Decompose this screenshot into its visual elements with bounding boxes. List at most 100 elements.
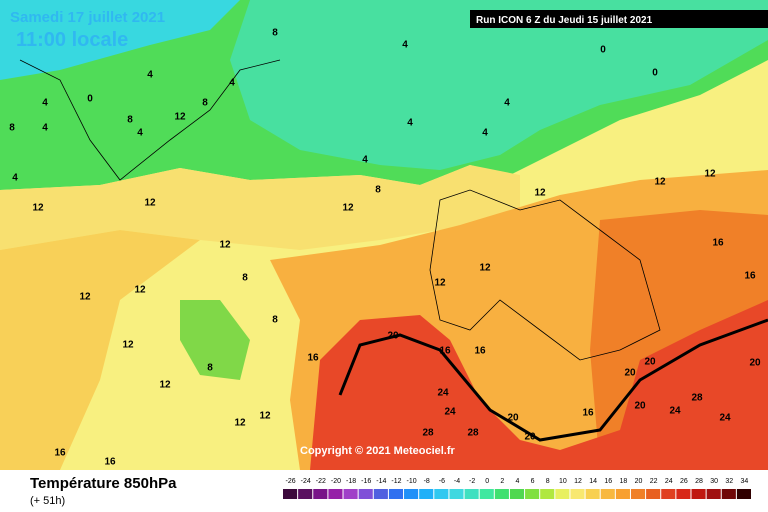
contour-label: 4 [147, 70, 153, 81]
contour-label: 24 [444, 407, 456, 418]
contour-label: 4 [407, 118, 413, 129]
contour-label: 8 [272, 315, 278, 326]
scale-label: -2 [469, 478, 475, 485]
contour-label: 8 [202, 98, 208, 109]
contour-label: 20 [644, 357, 656, 368]
contour-label: 12 [654, 177, 666, 188]
time: 11:00 locale [16, 29, 128, 51]
contour-label: 24 [719, 413, 731, 424]
scale-cell [343, 489, 358, 499]
scale-label: 2 [500, 478, 504, 485]
contour-label: 0 [652, 68, 658, 79]
scale-cell [358, 489, 373, 499]
contour-label: 12 [479, 263, 491, 274]
contour-label: 28 [467, 428, 479, 439]
scale-label: 34 [741, 478, 749, 485]
scale-cell [298, 489, 313, 499]
contour-label: 16 [712, 238, 724, 249]
scale-label: 8 [546, 478, 550, 485]
contour-label: 16 [439, 346, 451, 357]
scale-cell [555, 489, 570, 499]
scale-cell [661, 489, 676, 499]
scale-cell [525, 489, 540, 499]
contour-label: 20 [634, 401, 646, 412]
scale-label: -10 [407, 478, 417, 485]
contour-label: 16 [54, 448, 66, 459]
contour-label: 20 [749, 358, 761, 369]
contour-label: 8 [375, 185, 381, 196]
contour-label: 20 [624, 368, 636, 379]
contour-label: 8 [9, 123, 15, 134]
scale-cell [328, 489, 343, 499]
scale-cell [570, 489, 585, 499]
contour-label: 8 [127, 115, 133, 126]
run-box [470, 10, 768, 28]
contour-label: 12 [259, 411, 271, 422]
date: Samedi 17 juillet 2021 [10, 9, 165, 26]
scale-label: -16 [361, 478, 371, 485]
contour-label: 8 [272, 28, 278, 39]
scale-cell [419, 489, 434, 499]
zone-cyan [0, 0, 240, 80]
contour-label: 12 [159, 380, 171, 391]
contour-label: 4 [504, 98, 510, 109]
scale-label: -4 [454, 478, 460, 485]
scale-label: 20 [635, 478, 643, 485]
coastline [19, 59, 281, 181]
scale-cell [691, 489, 706, 499]
contour-label: 16 [582, 408, 594, 419]
contour-label: 28 [691, 393, 703, 404]
contour-label: 12 [219, 240, 231, 251]
scale-label: 30 [710, 478, 718, 485]
contour-label: 12 [79, 292, 91, 303]
scale-label: -6 [439, 478, 445, 485]
contour-label: 12 [32, 203, 44, 214]
contour-label: 20 [387, 331, 399, 342]
scale-label: 18 [620, 478, 628, 485]
contour-label: 4 [12, 173, 18, 184]
scale-cell [449, 489, 464, 499]
scale-label: 10 [559, 478, 567, 485]
scale-cell [479, 489, 494, 499]
scale-label: -24 [301, 478, 311, 485]
scale-cell [373, 489, 388, 499]
scale-cell [676, 489, 691, 499]
zone-teal [230, 0, 768, 170]
scale-cell [706, 489, 721, 499]
contour-label: 12 [704, 169, 716, 180]
contour-label: 20 [507, 413, 519, 424]
scale-cell [404, 489, 419, 499]
contour-label: 16 [307, 353, 319, 364]
contour-label: 4 [137, 128, 143, 139]
contour-label: 4 [42, 98, 48, 109]
contour-label: 4 [402, 40, 408, 51]
scale-cell [585, 489, 600, 499]
contour-label: 28 [422, 428, 434, 439]
zone-yellow [0, 165, 520, 250]
contour-label: 12 [174, 112, 186, 123]
scale-label: -26 [286, 478, 296, 485]
contour-label: 4 [362, 155, 368, 166]
scale-label: -18 [346, 478, 356, 485]
contour-label: 24 [437, 388, 449, 399]
scale-label: 16 [604, 478, 612, 485]
contour-label: 16 [744, 271, 756, 282]
run: Run ICON 6 Z du Jeudi 15 juillet 2021 [476, 15, 653, 26]
scale-label: -14 [376, 478, 386, 485]
scale-label: -20 [331, 478, 341, 485]
scale-label: 24 [665, 478, 673, 485]
scale-label: 22 [650, 478, 658, 485]
coastline [429, 189, 661, 361]
scale-cell [646, 489, 661, 499]
scale-cell [509, 489, 525, 499]
scale-cell [721, 489, 736, 499]
contour-label: 4 [42, 123, 48, 134]
scale-cell [494, 489, 509, 499]
contour-label: 8 [207, 363, 213, 374]
zone-green-island [180, 300, 250, 380]
contour-label: 4 [229, 78, 235, 89]
scale-cell [464, 489, 479, 499]
isotherm [338, 318, 768, 442]
